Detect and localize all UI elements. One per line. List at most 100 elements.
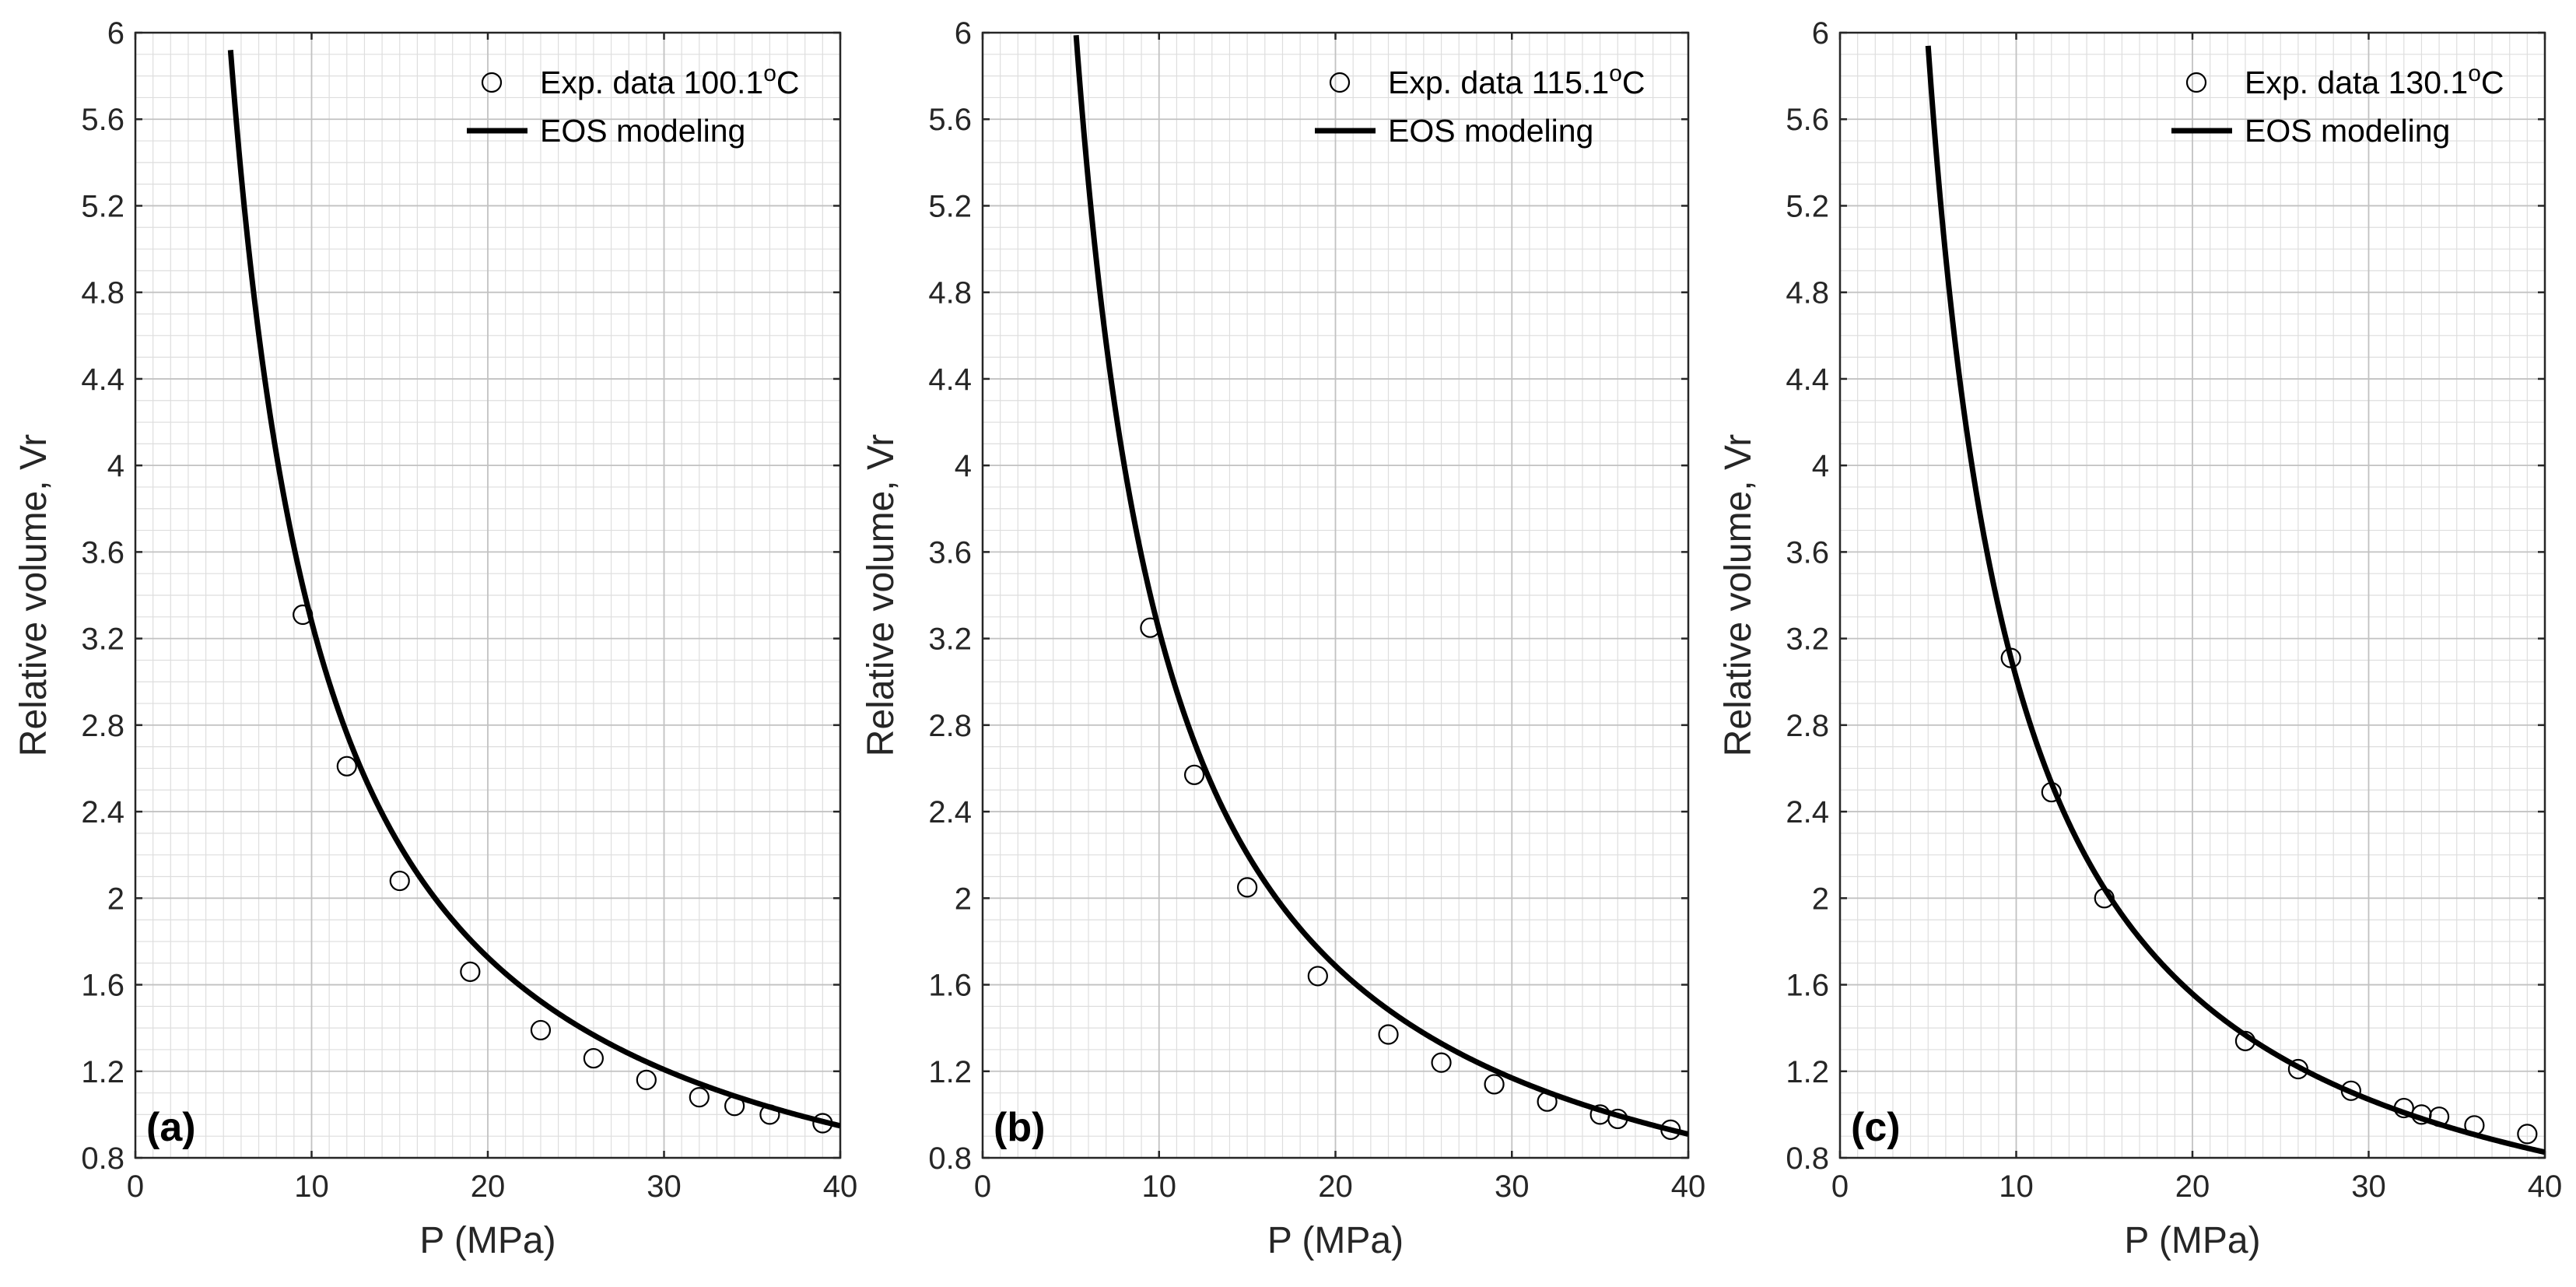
legend-exp-unit: C bbox=[1622, 65, 1645, 100]
y-tick-label: 4 bbox=[107, 449, 124, 483]
y-tick-label: 3.6 bbox=[81, 535, 124, 570]
legend-label-exp-data: Exp. data 115.1oC bbox=[1388, 61, 1645, 100]
exp-data-point bbox=[689, 1087, 710, 1108]
y-tick-label: 5.6 bbox=[1786, 103, 1829, 137]
y-tick-label: 1.6 bbox=[1786, 969, 1829, 1003]
y-tick-label: 4.4 bbox=[928, 363, 972, 397]
legend-exp-degree: o bbox=[763, 61, 776, 86]
exp-data-point bbox=[724, 1096, 745, 1117]
x-tick-label: 20 bbox=[471, 1170, 506, 1204]
y-tick-label: 4.4 bbox=[81, 363, 124, 397]
exp-data-point bbox=[1378, 1024, 1399, 1045]
x-axis-title: P (MPa) bbox=[419, 1220, 556, 1261]
y-tick-label: 2.8 bbox=[928, 709, 972, 743]
legend-exp-degree: o bbox=[1609, 61, 1622, 86]
y-tick-label: 4 bbox=[1812, 449, 1829, 483]
legend-exp-text: Exp. data 130.1 bbox=[2245, 65, 2468, 100]
legend-label-eos-modeling: EOS modeling bbox=[540, 113, 745, 149]
y-tick-label: 3.2 bbox=[928, 622, 972, 657]
y-tick-label: 2 bbox=[1812, 882, 1829, 916]
legend-marker-icon bbox=[1329, 72, 1351, 93]
x-tick-label: 30 bbox=[2351, 1170, 2386, 1204]
legend-label-exp-data: Exp. data 100.1oC bbox=[540, 61, 800, 100]
y-tick-label: 2.8 bbox=[1786, 709, 1829, 743]
exp-data-point bbox=[583, 1047, 605, 1069]
exp-data-point bbox=[1607, 1108, 1628, 1130]
y-tick-label: 4.8 bbox=[1786, 276, 1829, 310]
y-tick-label: 0.8 bbox=[81, 1141, 124, 1176]
exp-data-point bbox=[1140, 617, 1161, 638]
exp-data-point bbox=[389, 870, 410, 892]
exp-data-point bbox=[636, 1069, 657, 1090]
legend-label-eos-modeling: EOS modeling bbox=[1388, 113, 1593, 149]
x-tick-label: 20 bbox=[2175, 1170, 2210, 1204]
y-tick-label: 0.8 bbox=[1786, 1141, 1829, 1176]
exp-data-point bbox=[2464, 1115, 2485, 1136]
exp-data-point bbox=[2234, 1030, 2256, 1051]
y-tick-label: 6 bbox=[1812, 16, 1829, 51]
chart-panel-3: 0 10 20 30 40 0.8 1.2 1.6 2 2.4 2.8 3.2 3.6 4 4.4 4.8 5.… bbox=[1718, 16, 2562, 1261]
y-tick-label: 1.6 bbox=[928, 969, 972, 1003]
exp-data-point bbox=[1183, 764, 1205, 785]
exp-data-point bbox=[2517, 1124, 2538, 1145]
x-tick-label: 10 bbox=[1142, 1170, 1177, 1204]
y-tick-label: 2 bbox=[107, 882, 124, 916]
chart-panel-1: 0 10 20 30 40 0.8 1.2 1.6 2 2.4 2.8 3.2 3.6 4 4.4 4.8 5.… bbox=[13, 16, 857, 1261]
x-tick-label: 0 bbox=[1831, 1170, 1849, 1204]
exp-data-point bbox=[812, 1113, 833, 1134]
exp-data-point bbox=[1484, 1074, 1505, 1095]
y-tick-label: 5.6 bbox=[928, 103, 972, 137]
y-tick-label: 3.6 bbox=[1786, 535, 1829, 570]
exp-data-point bbox=[1237, 877, 1258, 898]
eos-curve bbox=[1073, 34, 1688, 1137]
y-axis-title: Relative volume, Vr bbox=[1718, 434, 1759, 756]
y-tick-label: 6 bbox=[107, 16, 124, 51]
exp-data-point bbox=[2340, 1080, 2361, 1101]
y-tick-label: 5.2 bbox=[1786, 189, 1829, 223]
exp-data-point bbox=[1537, 1091, 1558, 1112]
panel-label: (a) bbox=[146, 1105, 196, 1150]
y-tick-label: 6 bbox=[955, 16, 972, 51]
x-tick-label: 40 bbox=[2528, 1170, 2563, 1204]
legend-exp-text: Exp. data 100.1 bbox=[540, 65, 763, 100]
exp-data-point bbox=[460, 961, 481, 982]
y-tick-label: 5.6 bbox=[81, 103, 124, 137]
y-tick-label: 1.2 bbox=[928, 1055, 972, 1089]
exp-data-point bbox=[293, 604, 314, 626]
y-tick-label: 2.8 bbox=[81, 709, 124, 743]
exp-data-point bbox=[759, 1104, 780, 1125]
y-tick-label: 5.2 bbox=[81, 189, 124, 223]
exp-data-point bbox=[2000, 647, 2021, 668]
legend-label-exp-data: Exp. data 130.1oC bbox=[2245, 61, 2504, 100]
exp-data-point bbox=[2393, 1097, 2414, 1119]
exp-data-point bbox=[336, 756, 357, 777]
y-tick-label: 4.8 bbox=[81, 276, 124, 310]
y-tick-label: 4.4 bbox=[1786, 363, 1829, 397]
chart-panel-2: 0 10 20 30 40 0.8 1.2 1.6 2 2.4 2.8 3.2 3.6 4 4.4 4.8 5.… bbox=[860, 16, 1705, 1261]
x-tick-label: 40 bbox=[823, 1170, 858, 1204]
y-tick-label: 1.2 bbox=[1786, 1055, 1829, 1089]
exp-data-point bbox=[2041, 781, 2062, 803]
x-tick-label: 10 bbox=[1999, 1170, 2034, 1204]
x-tick-label: 30 bbox=[1495, 1170, 1530, 1204]
legend-marker-icon bbox=[481, 72, 503, 93]
exp-data-point bbox=[530, 1019, 552, 1041]
legend-exp-degree: o bbox=[2468, 61, 2481, 86]
y-tick-label: 5.2 bbox=[928, 189, 972, 223]
x-tick-label: 40 bbox=[1671, 1170, 1706, 1204]
x-tick-label: 10 bbox=[294, 1170, 329, 1204]
legend-label-eos-modeling: EOS modeling bbox=[2245, 113, 2450, 149]
exp-data-point bbox=[1660, 1119, 1681, 1140]
legend-marker-icon bbox=[2185, 72, 2207, 93]
y-tick-label: 2.4 bbox=[928, 795, 972, 829]
y-tick-label: 4.8 bbox=[928, 276, 972, 310]
y-tick-label: 1.6 bbox=[81, 969, 124, 1003]
legend-exp-unit: C bbox=[776, 65, 800, 100]
legend-exp-text: Exp. data 115.1 bbox=[1388, 65, 1609, 100]
x-tick-label: 30 bbox=[647, 1170, 682, 1204]
x-tick-label: 0 bbox=[974, 1170, 991, 1204]
exp-data-point bbox=[2094, 888, 2115, 909]
x-tick-label: 0 bbox=[127, 1170, 144, 1204]
exp-data-point bbox=[2429, 1106, 2450, 1127]
